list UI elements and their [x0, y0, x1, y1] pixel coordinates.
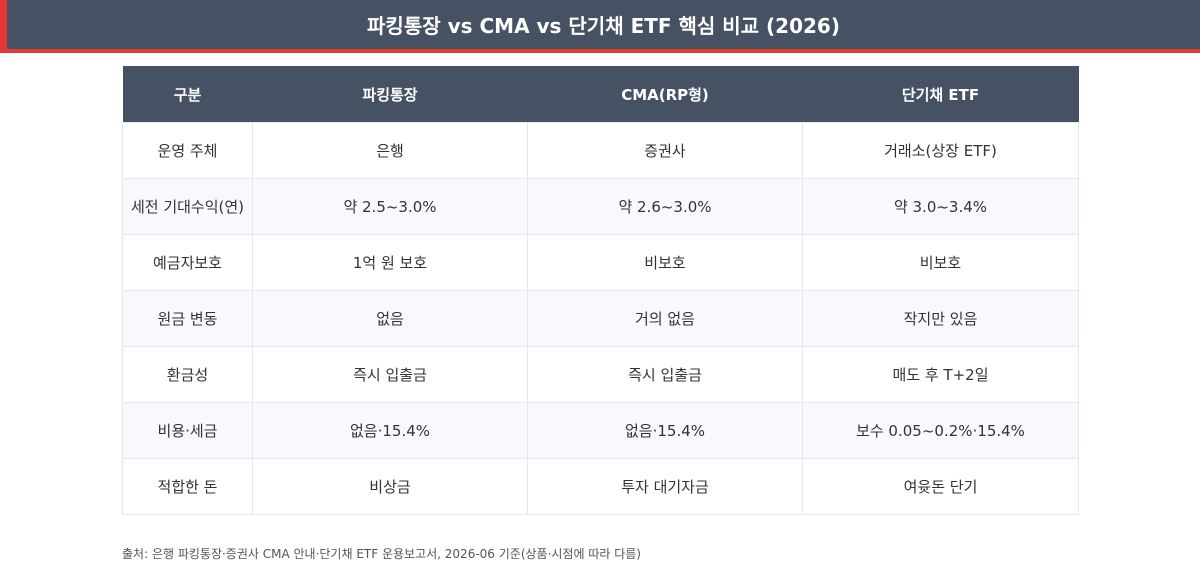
header-cell-short-term-bond-etf: 단기채 ETF: [802, 66, 1079, 123]
table-cell: 즉시 입출금: [252, 346, 528, 403]
table-cell: 없음·15.4%: [527, 402, 803, 459]
row-label-cell: 환금성: [122, 346, 253, 403]
table-cell: 1억 원 보호: [252, 234, 528, 291]
title-bar: 파킹통장 vs CMA vs 단기채 ETF 핵심 비교 (2026): [0, 0, 1200, 53]
table-cell: 은행: [252, 122, 528, 179]
table-cell: 거래소(상장 ETF): [802, 122, 1079, 179]
header-cell-parking-account: 파킹통장: [252, 66, 528, 123]
table-cell: 약 2.6~3.0%: [527, 178, 803, 235]
table-cell: 비상금: [252, 458, 528, 515]
table-row: 예금자보호 1억 원 보호 비보호 비보호: [122, 234, 1079, 291]
table-cell: 작지만 있음: [802, 290, 1079, 347]
table-cell: 즉시 입출금: [527, 346, 803, 403]
table-body: 운영 주체 은행 증권사 거래소(상장 ETF) 세전 기대수익(연) 약 2.…: [122, 122, 1079, 515]
table-cell: 비보호: [527, 234, 803, 291]
table-row: 환금성 즉시 입출금 즉시 입출금 매도 후 T+2일: [122, 346, 1079, 403]
row-label-cell: 원금 변동: [122, 290, 253, 347]
table-row: 세전 기대수익(연) 약 2.5~3.0% 약 2.6~3.0% 약 3.0~3…: [122, 178, 1079, 235]
table-cell: 투자 대기자금: [527, 458, 803, 515]
table-cell: 보수 0.05~0.2%·15.4%: [802, 402, 1079, 459]
table-cell: 여윳돈 단기: [802, 458, 1079, 515]
table-cell: 증권사: [527, 122, 803, 179]
table-cell: 약 3.0~3.4%: [802, 178, 1079, 235]
table-cell: 약 2.5~3.0%: [252, 178, 528, 235]
row-label-cell: 운영 주체: [122, 122, 253, 179]
row-label-cell: 비용·세금: [122, 402, 253, 459]
row-label-cell: 세전 기대수익(연): [122, 178, 253, 235]
table-cell: 거의 없음: [527, 290, 803, 347]
header-row: 구분 파킹통장 CMA(RP형) 단기채 ETF: [122, 66, 1079, 123]
comparison-table: 구분 파킹통장 CMA(RP형) 단기채 ETF 운영 주체 은행 증권사 거래…: [122, 66, 1079, 515]
table-cell: 없음: [252, 290, 528, 347]
header-cell-category: 구분: [122, 66, 253, 123]
table-cell: 매도 후 T+2일: [802, 346, 1079, 403]
table-row: 비용·세금 없음·15.4% 없음·15.4% 보수 0.05~0.2%·15.…: [122, 402, 1079, 459]
table-row: 적합한 돈 비상금 투자 대기자금 여윳돈 단기: [122, 458, 1079, 515]
header-cell-cma: CMA(RP형): [527, 66, 803, 123]
table-header: 구분 파킹통장 CMA(RP형) 단기채 ETF: [122, 66, 1079, 123]
source-note: 출처: 은행 파킹통장·증권사 CMA 안내·단기채 ETF 운용보고서, 20…: [122, 547, 641, 561]
page-title: 파킹통장 vs CMA vs 단기채 ETF 핵심 비교 (2026): [367, 14, 840, 38]
table-row: 원금 변동 없음 거의 없음 작지만 있음: [122, 290, 1079, 347]
row-label-cell: 적합한 돈: [122, 458, 253, 515]
table-cell: 없음·15.4%: [252, 402, 528, 459]
table-row: 운영 주체 은행 증권사 거래소(상장 ETF): [122, 122, 1079, 179]
row-label-cell: 예금자보호: [122, 234, 253, 291]
table-cell: 비보호: [802, 234, 1079, 291]
